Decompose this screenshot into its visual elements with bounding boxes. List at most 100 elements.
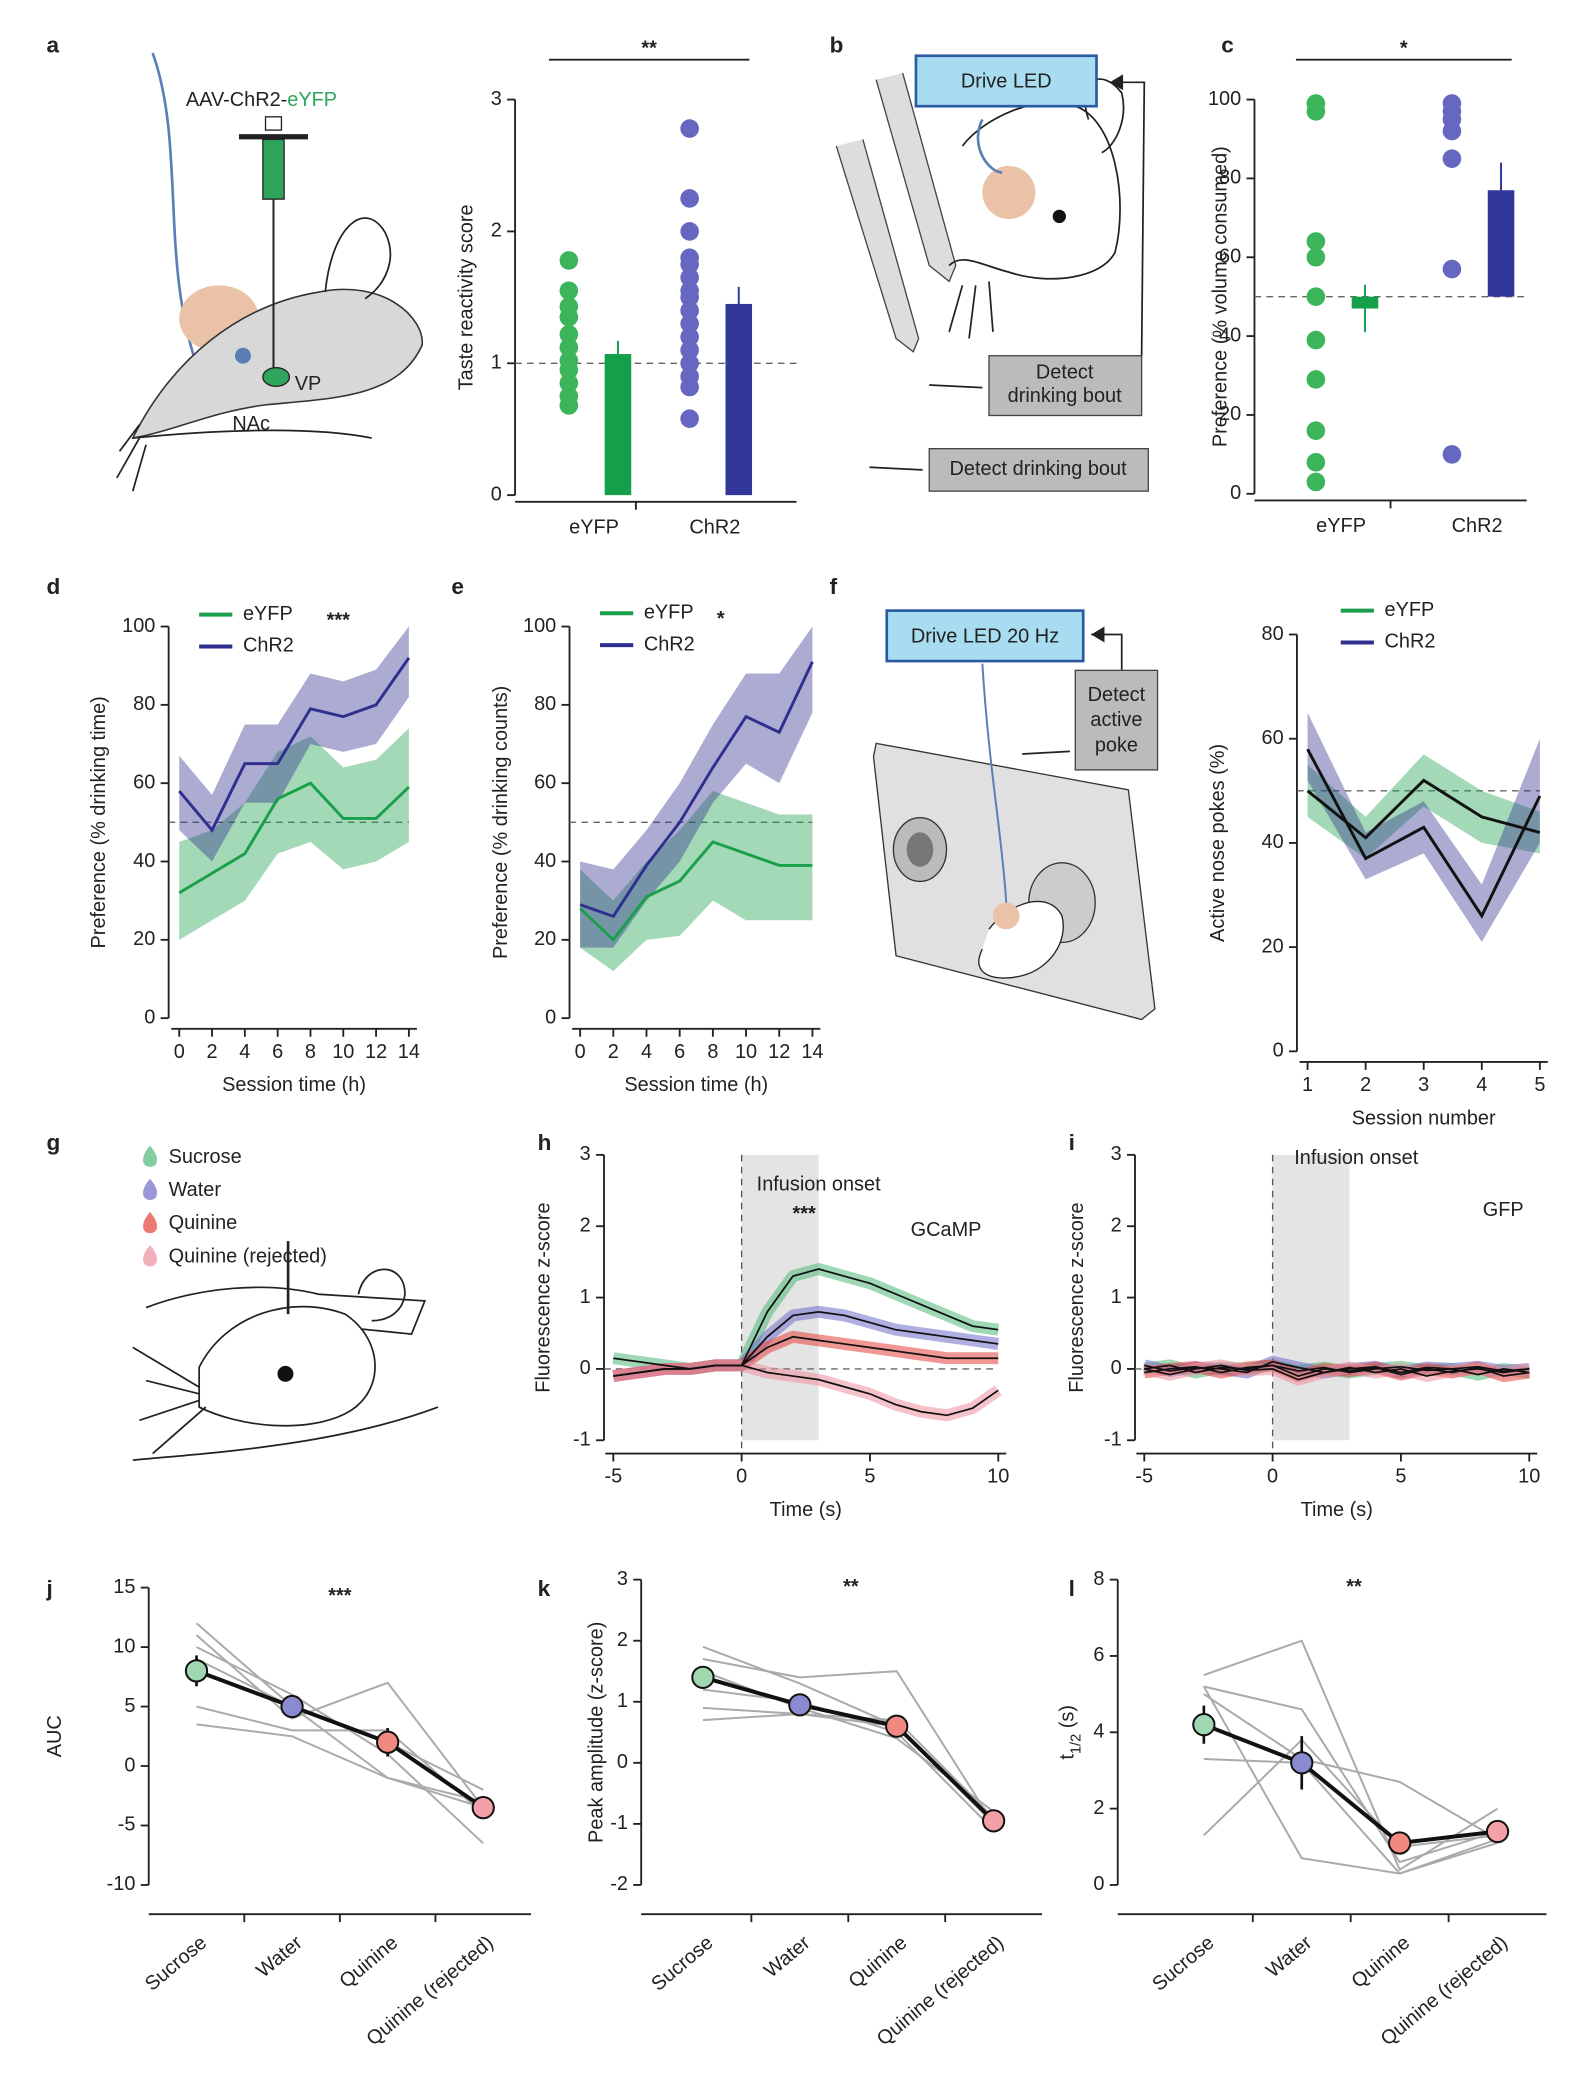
y-tick-label: 40 — [534, 850, 556, 872]
y-tick-label: 4 — [1093, 1721, 1104, 1743]
line — [178, 657, 411, 833]
y-axis-label: Preference (% drinking counts) — [490, 686, 512, 959]
virus-label: AAV-ChR2-eYFP — [186, 89, 337, 111]
led-box-label: Drive LED — [961, 71, 1052, 93]
y-tick-label: 80 — [534, 693, 556, 715]
x-tick-label: 10 — [1518, 1466, 1540, 1488]
subject-line — [702, 1670, 995, 1813]
confidence-band — [179, 626, 409, 862]
y-tick-label: 0 — [1273, 1040, 1284, 1062]
bar — [725, 303, 753, 496]
y-tick-label: 1 — [580, 1286, 591, 1308]
subject-line — [195, 1622, 484, 1791]
dot — [1306, 472, 1326, 492]
x-tick-label: 6 — [674, 1041, 685, 1063]
y-tick-label: 60 — [534, 771, 556, 793]
x-axis-label: Session time (h) — [222, 1074, 366, 1096]
panel-label: d — [46, 574, 60, 599]
x-tick-label: Quinine — [1348, 1932, 1415, 1993]
virus-reporter: eYFP — [287, 89, 337, 111]
subject-line — [196, 1723, 484, 1803]
y-tick-label: 3 — [1111, 1143, 1122, 1165]
annotation: GCaMP — [911, 1219, 982, 1241]
dot — [680, 340, 699, 360]
mean-point — [788, 1693, 812, 1717]
x-tick-label: Sucrose — [647, 1932, 717, 1996]
x-tick-label: eYFP — [569, 517, 619, 539]
y-tick-label: 2 — [617, 1629, 628, 1651]
dot — [680, 268, 699, 287]
legend-drop — [143, 1245, 158, 1267]
schematic-f: Drive LED 20 Hz Detect active poke — [872, 609, 1159, 1021]
y-axis-label: Fluorescence z-score — [533, 1202, 555, 1392]
mean-point — [691, 1665, 715, 1689]
y-tick-label: 20 — [1219, 403, 1241, 425]
subject-line — [196, 1658, 484, 1809]
dot — [680, 288, 699, 307]
schematic-a: AAV-ChR2-eYFP VP NAc — [116, 52, 423, 492]
y-tick-label: 0 — [1111, 1357, 1122, 1379]
annotation: Infusion onset — [1294, 1147, 1418, 1169]
mean-point — [280, 1694, 304, 1719]
mean-point — [1290, 1751, 1314, 1775]
significance: *** — [328, 1585, 351, 1607]
x-tick-label: 4 — [1476, 1074, 1487, 1096]
y-tick-label: 2 — [491, 220, 502, 242]
y-tick-label: 0 — [545, 1006, 556, 1028]
dot — [559, 251, 579, 270]
legend-label: ChR2 — [1385, 631, 1436, 653]
mean-point — [1192, 1713, 1216, 1737]
line — [579, 661, 814, 919]
dot — [1306, 452, 1326, 472]
region-label: NAc — [232, 413, 270, 435]
x-axis-label: Time (s) — [770, 1499, 842, 1521]
dot — [680, 255, 699, 274]
mean-point — [1388, 1831, 1412, 1855]
line — [579, 840, 813, 942]
trace — [613, 1364, 999, 1417]
y-tick-label: -5 — [118, 1814, 136, 1836]
y-tick-label: 0 — [491, 483, 502, 505]
x-tick-label: 1 — [1302, 1074, 1313, 1096]
legend-label: eYFP — [1385, 599, 1435, 621]
y-tick-label: 6 — [1093, 1644, 1104, 1666]
detect-box-label: Detect — [1088, 684, 1146, 706]
y-tick-label: 2 — [1111, 1214, 1122, 1236]
significance: ** — [843, 1576, 859, 1598]
x-tick-label: Quinine — [845, 1932, 912, 1993]
y-tick-label: 60 — [133, 771, 155, 793]
x-tick-label: 8 — [305, 1041, 316, 1063]
virus-name: AAV-ChR2- — [186, 89, 287, 111]
dot — [1306, 421, 1326, 441]
y-tick-label: 0 — [124, 1754, 135, 1776]
panel-label: a — [46, 32, 59, 57]
confidence-band — [580, 626, 813, 948]
dot — [559, 396, 579, 415]
mean-point — [376, 1730, 400, 1754]
dot — [1442, 121, 1462, 141]
panel-label: j — [46, 1576, 53, 1601]
legend-label: Sucrose — [169, 1146, 242, 1168]
x-tick-label: ChR2 — [689, 517, 740, 539]
x-tick-label: Water — [252, 1931, 307, 1982]
y-tick-label: 60 — [1219, 246, 1241, 268]
y-tick-label: 3 — [491, 88, 502, 110]
x-tick-label: 10 — [735, 1041, 757, 1063]
stimulus-window — [1272, 1154, 1350, 1441]
y-axis-label: AUC — [44, 1715, 66, 1757]
dot — [559, 338, 579, 357]
detect-box-label: drinking bout — [1008, 385, 1122, 407]
annotation: GFP — [1483, 1199, 1524, 1221]
confidence-band — [580, 791, 813, 972]
x-tick-label: Sucrose — [141, 1932, 211, 1996]
y-tick-label: 20 — [1262, 935, 1284, 957]
y-tick-label: 1 — [617, 1690, 628, 1712]
y-tick-label: 15 — [113, 1576, 135, 1598]
trace — [613, 1268, 999, 1370]
x-tick-label: 14 — [801, 1041, 823, 1063]
x-tick-label: 4 — [239, 1041, 250, 1063]
panel-label: e — [451, 574, 464, 599]
schematic-b: Drive LED Detect drinking bout Detect dr… — [835, 54, 1149, 492]
confidence-band — [179, 728, 409, 940]
